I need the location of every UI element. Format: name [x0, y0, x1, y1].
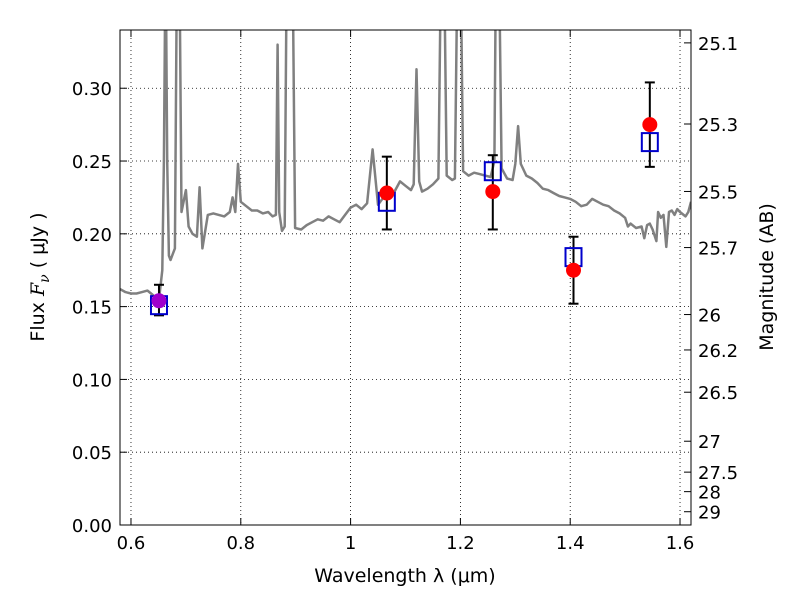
x-tick-label: 1.2 [446, 533, 475, 554]
y-axis-title-subscript: ν [37, 274, 53, 283]
spectrum-layer [120, 30, 691, 300]
y-tick-labels: 0.00 0.05 0.10 0.15 0.20 0.25 0.30 [72, 79, 112, 537]
x-axis-title: Wavelength λ (μm) [314, 565, 495, 587]
right-tick-label: 25.5 [698, 182, 738, 203]
marker-layer [149, 81, 659, 317]
right-tick-label: 25.1 [698, 34, 738, 55]
model-band-marker [640, 132, 659, 153]
x-tick-label: 1.6 [666, 533, 695, 554]
y-tick-label: 0.05 [72, 443, 112, 464]
right-tick-label: 28 [698, 483, 721, 504]
x-tick-label: 1.4 [556, 533, 585, 554]
right-tick-label: 27 [698, 432, 721, 453]
x-tick-label: 0.8 [226, 533, 255, 554]
right-tick-label: 25.3 [698, 115, 738, 136]
axis-ticks [120, 30, 691, 526]
y-axis-title-prefix: Flux [27, 296, 49, 342]
y-tick-label: 0.00 [72, 516, 112, 537]
observed-point [379, 185, 395, 201]
right-tick-label: 27.5 [698, 463, 738, 484]
x-tick-label: 0.6 [117, 533, 146, 554]
y-axis-title-right: Magnitude (AB) [756, 203, 778, 351]
y-axis-title-left: Flux Fν ( μJy ) [27, 212, 53, 341]
right-tick-label: 26.2 [698, 341, 738, 362]
y-tick-label: 0.30 [72, 79, 112, 100]
y-axis-title-suffix: ( μJy ) [27, 212, 49, 274]
model-band-marker [483, 161, 502, 182]
observed-point [151, 293, 167, 309]
right-tick-label: 29 [698, 503, 721, 524]
y-tick-label: 0.20 [72, 225, 112, 246]
grid-lines [120, 30, 691, 526]
observed-point [566, 262, 582, 278]
y-tick-label: 0.25 [72, 152, 112, 173]
y-tick-label: 0.10 [72, 370, 112, 391]
y-tick-label: 0.15 [72, 298, 112, 319]
observed-point [642, 117, 658, 133]
plot-frame [119, 29, 692, 526]
spectrum-line [120, 30, 691, 300]
right-tick-label: 26 [698, 306, 721, 327]
x-tick-labels: 0.6 0.8 1 1.2 1.4 1.6 [117, 533, 695, 554]
y-axis-title-math: F [27, 282, 49, 297]
right-tick-label: 25.7 [698, 239, 738, 260]
x-tick-label: 1 [345, 533, 356, 554]
right-tick-label: 26.5 [698, 383, 738, 404]
observed-point [485, 184, 501, 200]
